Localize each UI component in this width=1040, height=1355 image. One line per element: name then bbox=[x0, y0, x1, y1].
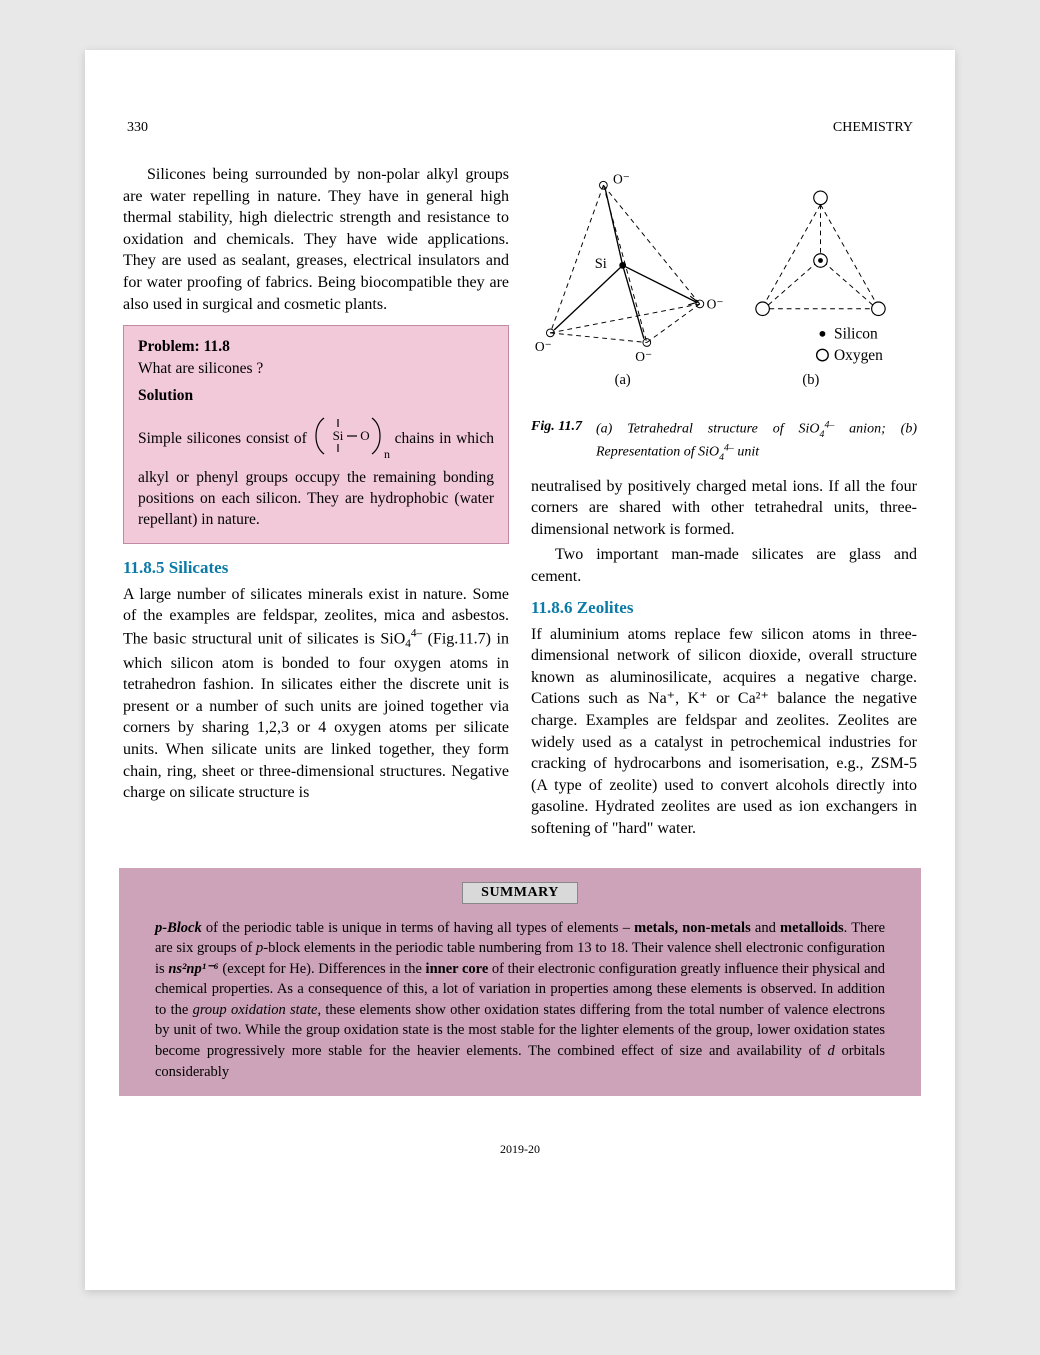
svg-text:(a): (a) bbox=[615, 372, 631, 388]
section-head-silicates: 11.8.5 Silicates bbox=[123, 558, 509, 578]
svg-text:(b): (b) bbox=[802, 372, 819, 388]
svg-text:Si: Si bbox=[595, 256, 607, 272]
right-column: O⁻ O⁻ O⁻ O⁻ Si bbox=[531, 164, 917, 840]
sio4-formula: 44– bbox=[405, 630, 422, 647]
svg-text:O⁻: O⁻ bbox=[535, 339, 552, 354]
footer-year: 2019-20 bbox=[123, 1142, 917, 1157]
summary-title: SUMMARY bbox=[155, 882, 885, 904]
tetrahedron-diagram: O⁻ O⁻ O⁻ O⁻ Si bbox=[531, 164, 917, 405]
right-para-1: neutralised by positively charged metal … bbox=[531, 476, 917, 541]
section-head-zeolites: 11.8.6 Zeolites bbox=[531, 598, 917, 618]
problem-question: What are silicones ? bbox=[138, 358, 494, 379]
header-subject: CHEMISTRY bbox=[833, 120, 913, 136]
summary-box: SUMMARY p-Block of the periodic table is… bbox=[119, 868, 921, 1097]
svg-text:n: n bbox=[384, 447, 390, 460]
svg-text:O⁻: O⁻ bbox=[707, 297, 724, 312]
figure-11-7: O⁻ O⁻ O⁻ O⁻ Si bbox=[531, 164, 917, 410]
figure-caption: Fig. 11.7 (a) Tetrahedral structure of S… bbox=[531, 418, 917, 463]
svg-text:Oxygen: Oxygen bbox=[834, 347, 883, 364]
page: 330 CHEMISTRY Silicones being surrounded… bbox=[85, 50, 955, 1290]
silicates-body: A large number of silicates minerals exi… bbox=[123, 584, 509, 804]
problem-box: Problem: 11.8 What are silicones ? Solut… bbox=[123, 325, 509, 544]
solution-body: Simple silicones consist of Si O n bbox=[138, 412, 494, 531]
svg-text:Silicon: Silicon bbox=[834, 326, 878, 343]
right-para-2: Two important man-made silicates are gla… bbox=[531, 544, 917, 587]
solution-lead: Simple silicones consist of bbox=[138, 430, 312, 447]
page-number: 330 bbox=[127, 120, 148, 136]
svg-text:O⁻: O⁻ bbox=[635, 349, 652, 364]
intro-paragraph: Silicones being surrounded by non-polar … bbox=[123, 164, 509, 315]
problem-title: Problem: 11.8 bbox=[138, 336, 494, 357]
left-column: Silicones being surrounded by non-polar … bbox=[123, 164, 509, 840]
page-header: 330 CHEMISTRY bbox=[123, 120, 917, 136]
silicates-tail: (Fig.11.7) in which silicon atom is bond… bbox=[123, 630, 509, 801]
svg-text:Si: Si bbox=[332, 428, 343, 443]
solution-label: Solution bbox=[138, 385, 494, 406]
intro-text: Silicones being surrounded by non-polar … bbox=[123, 164, 509, 315]
summary-text: p-Block of the periodic table is unique … bbox=[155, 918, 885, 1083]
svg-text:O⁻: O⁻ bbox=[613, 171, 630, 186]
two-column-layout: Silicones being surrounded by non-polar … bbox=[123, 164, 917, 840]
silicone-repeat-unit: Si O n bbox=[312, 412, 390, 466]
figure-caption-text: (a) Tetrahedral structure of SiO44– anio… bbox=[596, 418, 917, 463]
zeolites-body: If aluminium atoms replace few silicon a… bbox=[531, 624, 917, 840]
svg-text:O: O bbox=[360, 428, 369, 443]
figure-label: Fig. 11.7 bbox=[531, 418, 582, 463]
